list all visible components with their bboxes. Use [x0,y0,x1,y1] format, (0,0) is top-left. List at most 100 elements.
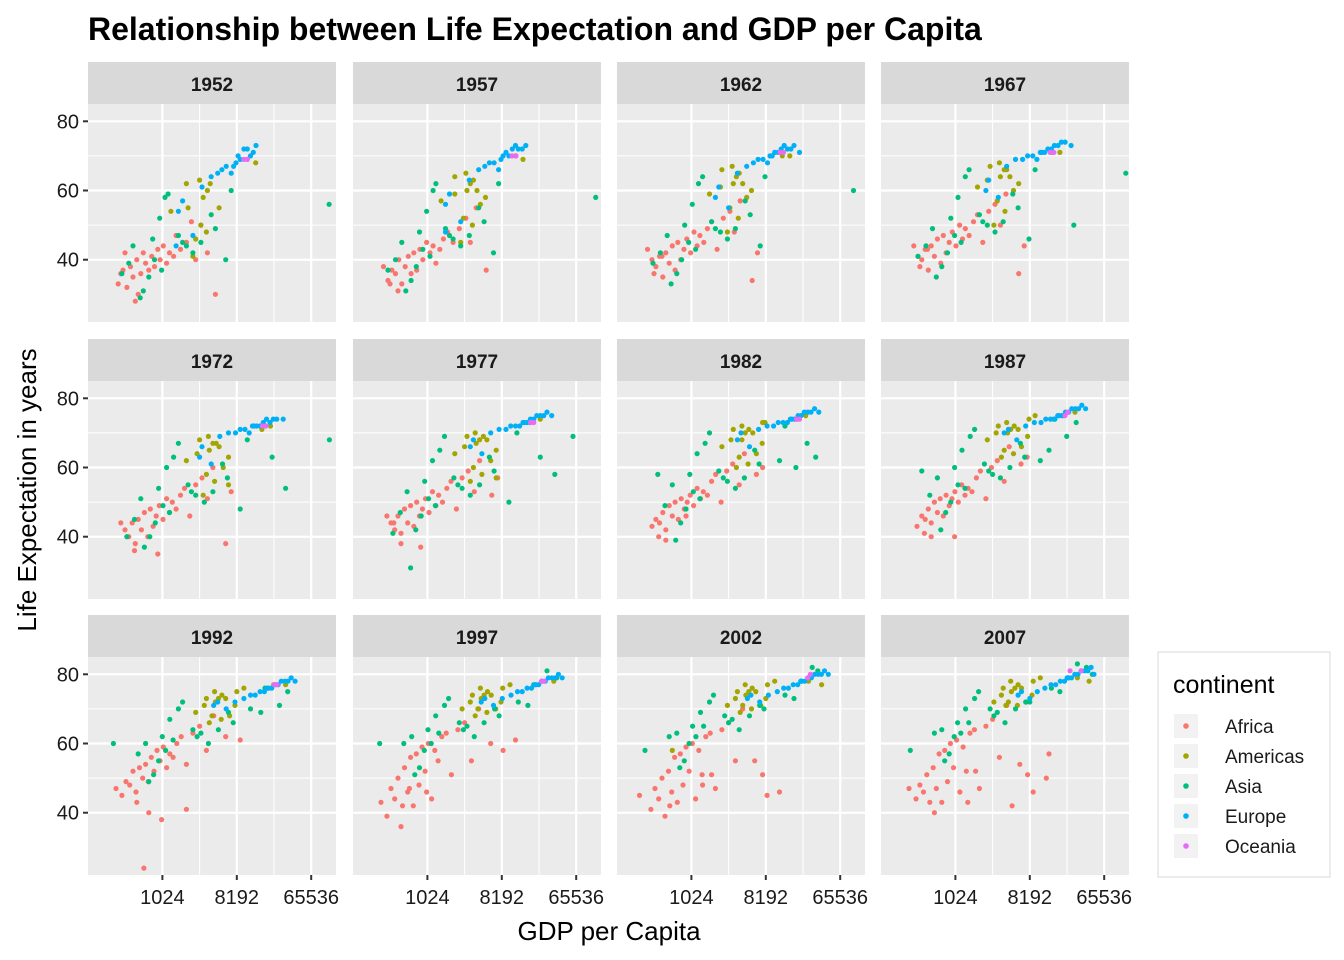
data-point-africa [947,740,954,747]
data-point-africa [672,499,678,505]
data-point-asia [247,706,254,712]
data-point-europe [808,409,814,415]
data-point-asia [552,471,558,477]
facet-panel [881,657,1129,875]
data-point-africa [936,751,942,757]
data-point-asia [159,734,165,740]
data-point-europe [496,167,502,173]
data-point-americas [213,440,219,446]
data-point-europe [531,682,538,688]
data-point-africa [656,520,663,526]
data-point-asia [938,527,944,533]
data-point-americas [484,709,490,716]
data-point-asia [183,243,189,249]
data-point-asia [962,485,968,491]
data-point-americas [997,174,1004,180]
data-point-africa [687,492,693,498]
data-point-africa [127,782,133,788]
data-point-europe [237,426,243,432]
data-point-africa [764,792,770,799]
data-point-asia [208,212,214,218]
data-point-africa [678,496,684,502]
data-point-europe [1030,153,1036,159]
data-point-asia [223,257,229,263]
data-point-asia [677,765,683,771]
data-point-asia [486,454,492,460]
facet-strip-label: 1997 [456,628,498,649]
data-point-asia [980,219,986,225]
data-point-asia [664,232,670,239]
data-point-asia [190,727,196,733]
data-point-africa [718,499,724,505]
data-point-asia [491,468,497,474]
data-point-asia [972,695,978,702]
facet-1957: 1957 [353,62,601,322]
data-point-asia [732,485,739,491]
data-point-americas [1004,419,1010,426]
data-point-asia [228,187,234,194]
data-point-europe [217,433,223,439]
data-point-europe [244,146,250,152]
data-point-europe [508,692,514,698]
data-point-africa [422,768,428,774]
data-point-europe [765,692,772,698]
data-point-asia [683,506,689,512]
data-point-asia [455,482,461,488]
data-point-americas [998,454,1005,460]
data-point-asia [422,478,428,484]
data-point-africa [146,810,152,816]
data-point-asia [776,458,783,464]
data-point-americas [706,191,713,197]
data-point-americas [728,437,734,443]
data-point-europe [750,160,757,166]
data-point-asia [674,730,680,736]
data-point-africa [930,765,936,771]
data-point-africa [199,475,205,481]
data-point-africa [468,758,474,764]
data-point-africa [134,799,140,805]
data-point-africa [656,534,662,540]
data-point-asia [171,454,177,460]
facet-strip [88,339,336,381]
data-point-africa [962,226,968,232]
data-point-asia [481,219,487,225]
data-point-europe [541,413,547,419]
data-point-africa [123,779,129,785]
data-point-asia [326,437,332,443]
data-point-asia [215,727,221,733]
data-point-asia [506,499,512,505]
data-point-europe [241,695,247,702]
data-point-europe [232,699,238,705]
data-point-oceania [509,153,515,159]
data-point-africa [656,796,662,802]
data-point-africa [143,761,149,767]
data-point-asia [258,709,264,716]
data-point-oceania [244,156,250,162]
data-point-asia [1074,661,1080,667]
data-point-asia [490,250,497,256]
data-point-africa [378,799,384,805]
data-point-europe [490,702,497,709]
data-point-americas [819,682,825,688]
data-point-europe [237,156,243,162]
data-point-asia [972,426,978,432]
data-point-europe [292,678,298,684]
data-point-europe [1055,142,1061,149]
data-point-africa [921,530,928,536]
data-point-africa [174,740,180,747]
data-point-africa [1018,461,1024,467]
data-point-asia [655,471,661,477]
data-point-europe [1014,437,1020,443]
data-point-africa [140,775,146,781]
data-point-asia [994,709,1000,716]
data-point-americas [209,713,215,719]
data-point-asia [958,239,964,245]
data-point-americas [749,685,755,691]
data-point-africa [925,267,931,273]
data-point-americas [748,187,755,194]
data-point-africa [1009,803,1015,809]
data-point-americas [730,181,736,187]
data-point-europe [1057,678,1063,684]
data-point-asia [185,482,191,488]
data-point-americas [493,475,499,481]
